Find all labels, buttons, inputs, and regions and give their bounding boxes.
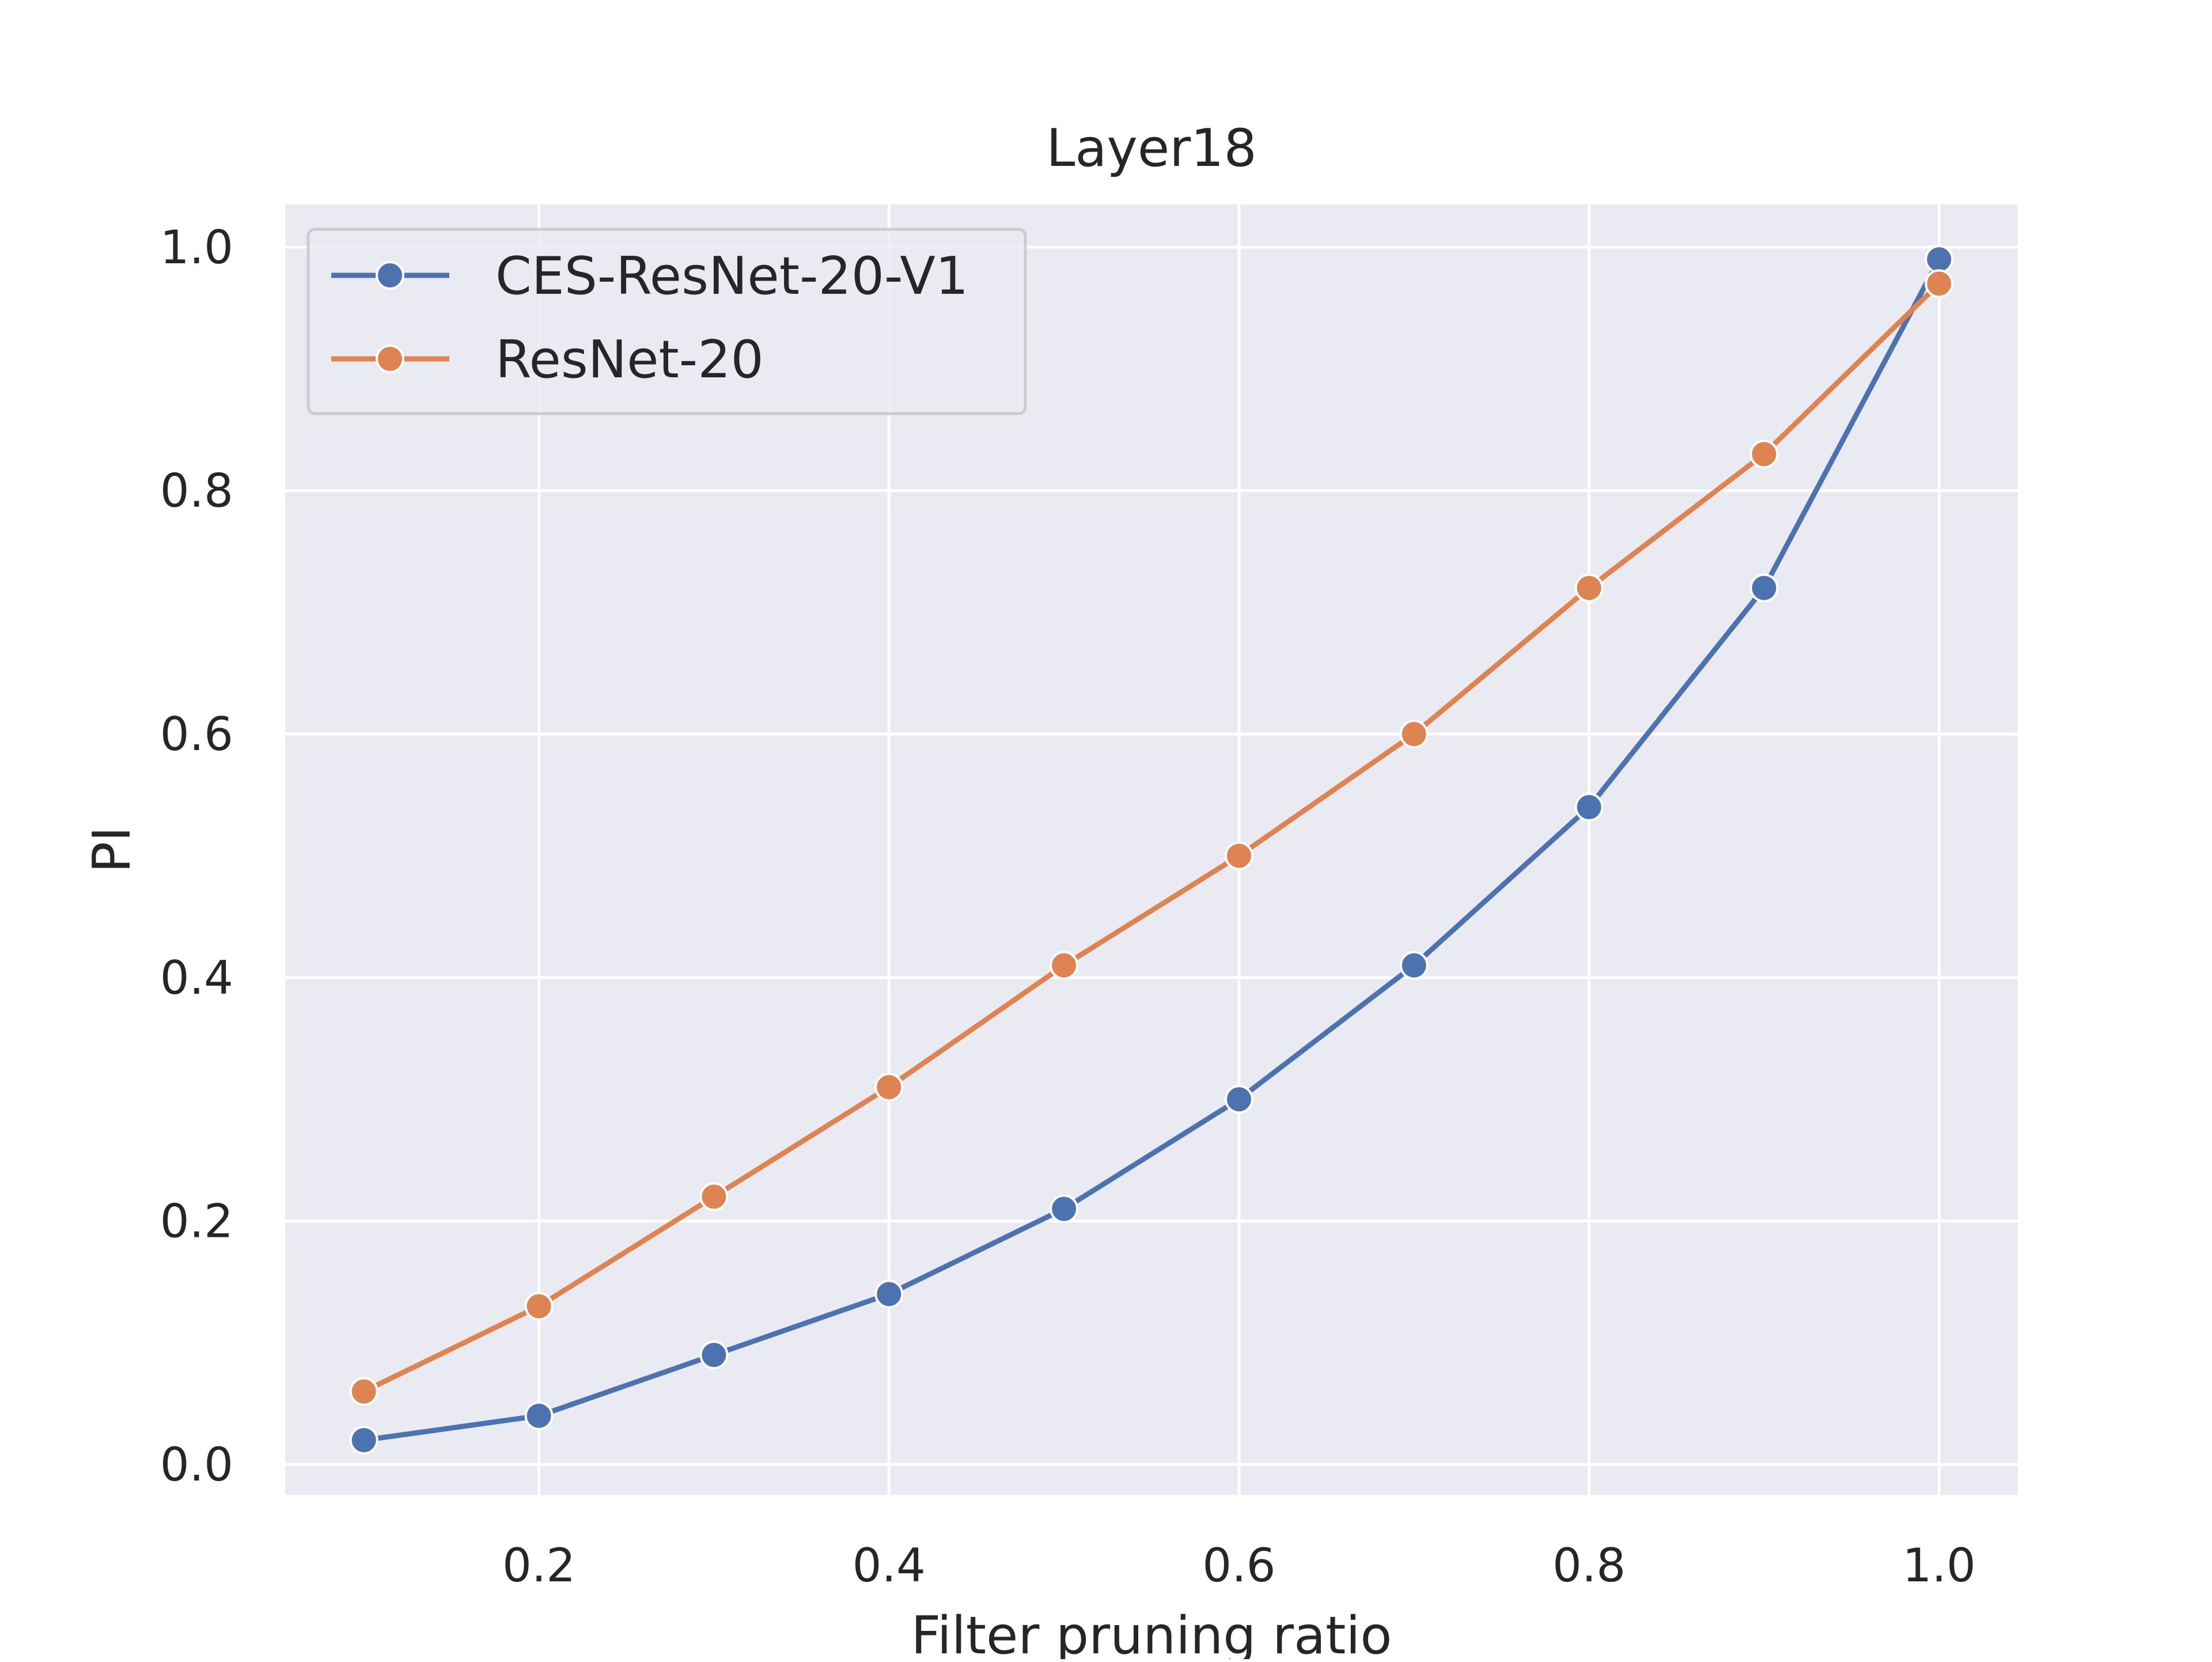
x-tick-label: 0.4	[853, 1539, 926, 1592]
data-point	[1574, 793, 1604, 822]
data-point	[1399, 720, 1429, 749]
y-axis-label: PI	[82, 827, 142, 873]
data-point	[1050, 951, 1079, 980]
series-group	[349, 245, 1954, 1455]
data-point	[699, 1182, 729, 1212]
x-tick-label: 0.2	[502, 1539, 575, 1592]
plot-background	[285, 205, 2018, 1495]
data-point	[1749, 573, 1779, 603]
y-tick-label: 0.4	[160, 951, 233, 1005]
legend-label: CES-ResNet-20-V1	[495, 246, 968, 306]
series-2	[349, 269, 1954, 1406]
data-point	[874, 1279, 904, 1309]
y-tick-label: 0.8	[160, 464, 233, 518]
series-1	[349, 245, 1954, 1455]
legend-box	[306, 228, 1027, 415]
data-point	[349, 1425, 378, 1455]
data-point	[874, 1073, 904, 1102]
data-point	[699, 1340, 729, 1369]
data-point	[524, 1401, 554, 1430]
data-point	[349, 1377, 378, 1406]
series-line	[361, 256, 1942, 1443]
data-point	[1399, 951, 1429, 980]
legend-swatch-marker	[376, 344, 404, 373]
legend-swatch-marker	[376, 261, 404, 290]
legend: CES-ResNet-20-V1 ResNet-20	[306, 228, 1027, 415]
x-tick-label: 1.0	[1903, 1539, 1976, 1592]
x-tick-labels: 0.2 0.4 0.6 0.8 1.0	[502, 1539, 1976, 1592]
y-tick-labels: 0.0 0.2 0.4 0.6 0.8 1.0	[160, 221, 233, 1491]
data-point	[1224, 841, 1253, 870]
x-tick-label: 0.6	[1202, 1539, 1275, 1592]
data-point	[1925, 269, 1954, 298]
data-point	[1925, 245, 1954, 274]
chart-title: Layer18	[1046, 118, 1256, 179]
data-point	[1749, 440, 1779, 469]
x-tick-label: 0.8	[1552, 1539, 1626, 1592]
data-point	[1050, 1194, 1079, 1224]
x-axis-label: Filter pruning ratio	[911, 1606, 1392, 1659]
y-tick-label: 1.0	[160, 221, 233, 274]
series-line	[361, 281, 1942, 1394]
data-point	[1224, 1085, 1253, 1114]
y-tick-label: 0.6	[160, 707, 233, 761]
data-point	[1574, 573, 1604, 603]
y-tick-label: 0.2	[160, 1195, 233, 1248]
legend-label: ResNet-20	[495, 330, 764, 390]
y-tick-label: 0.0	[160, 1438, 233, 1491]
data-point	[524, 1292, 554, 1321]
